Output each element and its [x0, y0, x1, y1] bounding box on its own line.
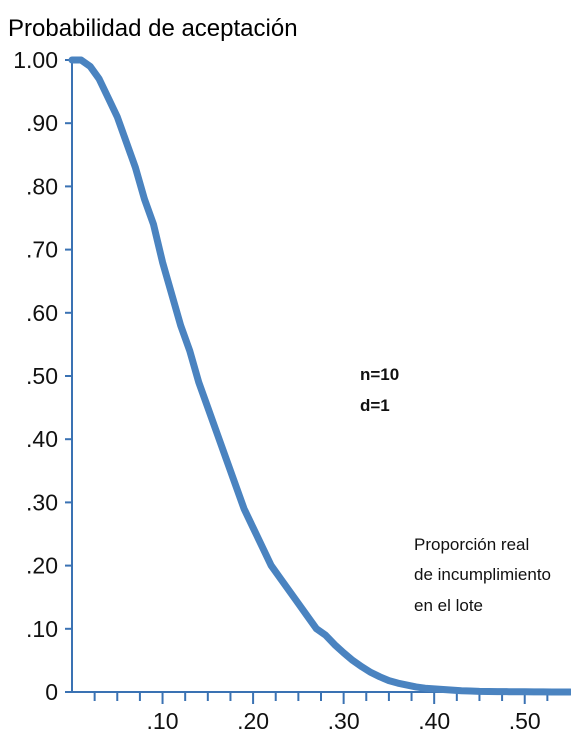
- y-tick-label: .70: [26, 237, 58, 263]
- y-tick-label: .90: [26, 110, 58, 136]
- annotation-d: d=1: [360, 396, 390, 415]
- x-axis-label-line-1: Proporción real: [414, 535, 529, 554]
- y-tick-label: .80: [26, 173, 58, 199]
- y-tick-label: 1.00: [13, 47, 58, 73]
- x-tick-label: .50: [509, 708, 541, 732]
- y-tick-label: .10: [26, 616, 58, 642]
- x-axis-label-line-3: en el lote: [414, 596, 483, 615]
- x-tick-label: .10: [147, 708, 179, 732]
- annotation-n: n=10: [360, 365, 399, 384]
- x-axis-ticks: .10 .20 .30 .40 .50: [93, 692, 549, 732]
- oc-curve: [68, 56, 571, 696]
- x-tick-label: .30: [328, 708, 360, 732]
- y-axis-ticks: 0 .10 .20 .30 .40 .50 .60 .70 .80 .90 1.00: [13, 47, 72, 705]
- x-tick-label: .40: [418, 708, 450, 732]
- y-tick-label: .30: [26, 489, 58, 515]
- chart-title: Probabilidad de aceptación: [8, 15, 298, 42]
- x-tick-label: .20: [237, 708, 269, 732]
- y-tick-label: .60: [26, 300, 58, 326]
- x-axis-label-line-2: de incumplimiento: [414, 565, 551, 584]
- y-tick-label: 0: [45, 679, 58, 705]
- y-tick-label: .50: [26, 363, 58, 389]
- y-tick-label: .40: [26, 426, 58, 452]
- y-tick-label: .20: [26, 553, 58, 579]
